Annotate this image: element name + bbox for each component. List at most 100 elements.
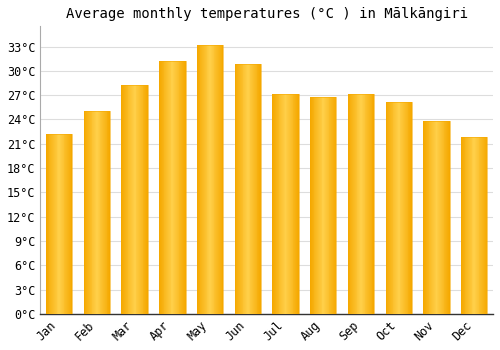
Bar — [102, 111, 103, 314]
Bar — [276, 93, 278, 314]
Bar — [434, 121, 436, 314]
Bar — [444, 121, 446, 314]
Bar — [182, 61, 183, 314]
Bar — [132, 85, 133, 314]
Bar — [310, 97, 311, 314]
Bar — [461, 137, 462, 314]
Bar — [431, 121, 432, 314]
Bar — [448, 121, 449, 314]
Bar — [281, 93, 282, 314]
Bar — [439, 121, 440, 314]
Bar — [103, 111, 104, 314]
Bar — [469, 137, 470, 314]
Bar — [478, 137, 480, 314]
Bar — [96, 111, 97, 314]
Bar — [332, 97, 333, 314]
Bar — [175, 61, 176, 314]
Bar — [97, 111, 98, 314]
Bar — [176, 61, 177, 314]
Bar — [386, 102, 412, 314]
Bar — [219, 45, 220, 314]
Bar — [54, 134, 55, 314]
Bar — [216, 45, 217, 314]
Bar — [124, 85, 125, 314]
Bar — [208, 45, 209, 314]
Bar — [405, 102, 406, 314]
Bar — [427, 121, 428, 314]
Bar — [139, 85, 140, 314]
Bar — [297, 93, 298, 314]
Bar — [130, 85, 131, 314]
Bar — [122, 85, 123, 314]
Bar — [317, 97, 318, 314]
Bar — [428, 121, 430, 314]
Bar — [138, 85, 139, 314]
Bar — [334, 97, 336, 314]
Bar — [292, 93, 294, 314]
Bar — [402, 102, 403, 314]
Bar — [61, 134, 62, 314]
Bar — [180, 61, 181, 314]
Bar — [140, 85, 141, 314]
Bar — [426, 121, 427, 314]
Bar — [142, 85, 144, 314]
Bar — [284, 93, 286, 314]
Bar — [53, 134, 54, 314]
Bar — [168, 61, 169, 314]
Bar — [145, 85, 146, 314]
Bar — [98, 111, 100, 314]
Bar — [255, 64, 256, 314]
Bar — [220, 45, 222, 314]
Bar — [484, 137, 485, 314]
Bar — [280, 93, 281, 314]
Bar — [319, 97, 320, 314]
Bar — [467, 137, 468, 314]
Bar — [66, 134, 67, 314]
Bar — [126, 85, 128, 314]
Bar — [355, 93, 356, 314]
Bar — [312, 97, 314, 314]
Bar — [324, 97, 325, 314]
Bar — [472, 137, 474, 314]
Bar — [106, 111, 108, 314]
Bar — [475, 137, 476, 314]
Bar — [320, 97, 322, 314]
Bar — [206, 45, 208, 314]
Bar — [252, 64, 253, 314]
Bar — [245, 64, 246, 314]
Bar — [141, 85, 142, 314]
Bar — [246, 64, 247, 314]
Bar — [310, 97, 336, 314]
Bar — [260, 64, 261, 314]
Bar — [84, 111, 86, 314]
Bar — [100, 111, 102, 314]
Bar — [234, 64, 261, 314]
Bar — [170, 61, 172, 314]
Bar — [109, 111, 110, 314]
Bar — [123, 85, 124, 314]
Bar — [212, 45, 214, 314]
Bar — [466, 137, 467, 314]
Bar — [295, 93, 296, 314]
Bar — [242, 64, 244, 314]
Bar — [238, 64, 239, 314]
Bar — [325, 97, 326, 314]
Bar — [485, 137, 486, 314]
Bar — [440, 121, 441, 314]
Bar — [432, 121, 433, 314]
Bar — [430, 121, 431, 314]
Bar — [483, 137, 484, 314]
Bar — [326, 97, 327, 314]
Bar — [391, 102, 392, 314]
Bar — [250, 64, 252, 314]
Bar — [217, 45, 218, 314]
Bar — [48, 134, 50, 314]
Bar — [239, 64, 240, 314]
Bar — [354, 93, 355, 314]
Bar — [62, 134, 64, 314]
Bar — [294, 93, 295, 314]
Bar — [372, 93, 374, 314]
Bar — [348, 93, 350, 314]
Bar — [298, 93, 299, 314]
Bar — [442, 121, 444, 314]
